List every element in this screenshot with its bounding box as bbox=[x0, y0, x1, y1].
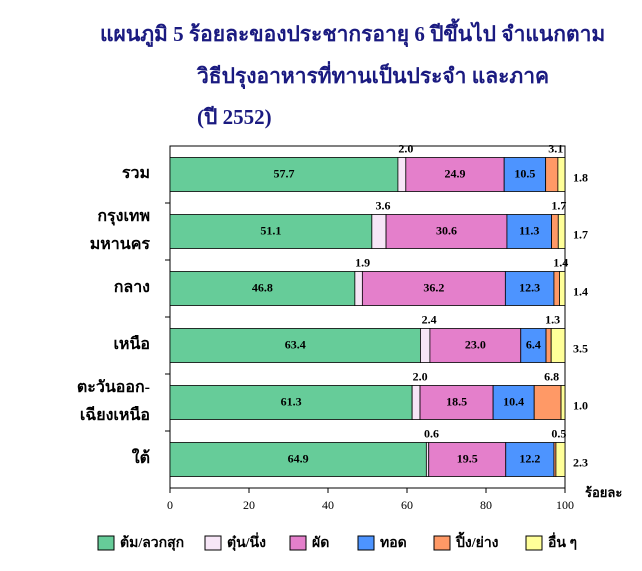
bar-segment bbox=[354, 271, 363, 306]
data-label: 51.1 bbox=[260, 223, 281, 237]
bar-segment bbox=[428, 442, 507, 477]
bar-segment bbox=[429, 328, 522, 363]
data-label: 2.3 bbox=[573, 455, 588, 469]
legend-label: ตุ๋น/นึ่ง bbox=[227, 532, 266, 551]
legend-label: ต้ม/ลวกสุก bbox=[120, 535, 184, 551]
legend-swatch bbox=[289, 535, 307, 551]
chart-title: แผนภูมิ 5 ร้อยละของประชากรอายุ 6 ปีขึ้นไ… bbox=[100, 18, 605, 48]
bar-segment bbox=[169, 157, 399, 192]
y-tick-label: เฉียงเหนือ bbox=[80, 405, 150, 424]
x-tick-label: 0 bbox=[167, 498, 173, 512]
y-tick-label: กลาง bbox=[114, 279, 150, 296]
bar-segment bbox=[545, 157, 559, 192]
data-label: 6.4 bbox=[526, 337, 541, 351]
bar-segment bbox=[555, 442, 566, 477]
y-tick-label: เหนือ bbox=[113, 335, 150, 353]
data-label: 1.4 bbox=[573, 284, 588, 298]
data-label: 24.9 bbox=[444, 166, 465, 180]
data-label: 57.7 bbox=[273, 166, 294, 180]
bar-segment bbox=[371, 214, 387, 249]
bar-segment bbox=[560, 385, 566, 420]
data-label: 1.7 bbox=[573, 227, 588, 241]
bar-segment bbox=[169, 214, 373, 249]
chart-title: (ปี 2552) bbox=[197, 105, 272, 129]
y-tick-label: กรุงเทพ bbox=[97, 208, 150, 226]
data-label: 2.0 bbox=[398, 141, 413, 155]
x-tick-label: 20 bbox=[243, 498, 255, 512]
legend-swatch bbox=[97, 535, 115, 551]
bar-segment bbox=[169, 442, 427, 477]
data-label: 30.6 bbox=[436, 223, 457, 237]
bar-segment bbox=[557, 157, 566, 192]
bar-segment bbox=[492, 385, 535, 420]
data-label: 3.6 bbox=[375, 198, 390, 212]
bar-segment bbox=[504, 271, 555, 306]
data-label: 6.8 bbox=[544, 369, 559, 383]
data-label: 0.6 bbox=[424, 426, 439, 440]
bar-segment bbox=[551, 214, 559, 249]
legend-swatch bbox=[525, 535, 543, 551]
data-label: 2.0 bbox=[413, 369, 428, 383]
bar-segment bbox=[411, 385, 421, 420]
x-tick-label: 80 bbox=[480, 498, 492, 512]
data-label: 1.8 bbox=[573, 170, 588, 184]
bar-segment bbox=[506, 214, 552, 249]
data-label: 18.5 bbox=[446, 394, 467, 408]
bar-segment bbox=[397, 157, 407, 192]
data-label: 1.7 bbox=[551, 198, 566, 212]
y-tick-label: มหานคร bbox=[90, 236, 151, 253]
data-label: 3.1 bbox=[548, 141, 563, 155]
legend-label: ปิ้ง/ย่าง bbox=[455, 531, 499, 551]
data-label: 46.8 bbox=[252, 280, 273, 294]
x-axis-label: ร้อยละ bbox=[585, 485, 622, 500]
data-label: 10.5 bbox=[514, 166, 535, 180]
y-tick-label: ตะวันออก- bbox=[77, 378, 150, 396]
bar-segment bbox=[553, 271, 560, 306]
data-label: 11.3 bbox=[519, 223, 539, 237]
legend-swatch bbox=[204, 535, 222, 551]
bar-segment bbox=[169, 271, 356, 306]
bar-segment bbox=[169, 328, 421, 363]
data-label: 1.0 bbox=[573, 398, 588, 412]
legend-label: อื่น ๆ bbox=[548, 532, 577, 551]
bar-segment bbox=[533, 385, 562, 420]
x-tick-label: 40 bbox=[322, 498, 334, 512]
data-label: 3.5 bbox=[573, 341, 588, 355]
y-tick-label: ใต้ bbox=[132, 448, 150, 467]
data-label: 1.4 bbox=[553, 255, 568, 269]
bar-segment bbox=[169, 385, 413, 420]
bar-segment bbox=[420, 328, 431, 363]
chart-title: วิธีปรุงอาหารที่ทานเป็นประจำ และภาค bbox=[196, 60, 549, 90]
data-label: 61.3 bbox=[281, 394, 302, 408]
bar-segment bbox=[505, 442, 555, 477]
data-label: 63.4 bbox=[285, 337, 306, 351]
bar-segment bbox=[419, 385, 494, 420]
data-label: 64.9 bbox=[288, 451, 309, 465]
legend-label: ผัด bbox=[312, 535, 329, 551]
data-label: 2.4 bbox=[422, 312, 437, 326]
data-label: 12.3 bbox=[519, 280, 540, 294]
bar-segment bbox=[361, 271, 506, 306]
data-label: 0.5 bbox=[551, 426, 566, 440]
data-label: 10.4 bbox=[503, 394, 524, 408]
bar-segment bbox=[557, 214, 566, 249]
data-label: 19.5 bbox=[457, 451, 478, 465]
bar-segment bbox=[385, 214, 508, 249]
plot-area bbox=[169, 145, 566, 489]
data-label: 1.9 bbox=[355, 255, 370, 269]
data-label: 12.2 bbox=[519, 451, 540, 465]
data-label: 1.3 bbox=[545, 312, 560, 326]
x-tick-label: 60 bbox=[401, 498, 413, 512]
data-label: 36.2 bbox=[423, 280, 444, 294]
x-tick-label: 100 bbox=[556, 498, 574, 512]
legend-swatch bbox=[433, 535, 451, 551]
bar-segment bbox=[559, 271, 566, 306]
legend-label: ทอด bbox=[380, 536, 407, 551]
bar-segment bbox=[550, 328, 566, 363]
legend-swatch bbox=[357, 535, 375, 551]
data-label: 23.0 bbox=[465, 337, 486, 351]
bar-segment bbox=[545, 328, 552, 363]
y-tick-label: รวม bbox=[122, 165, 150, 182]
